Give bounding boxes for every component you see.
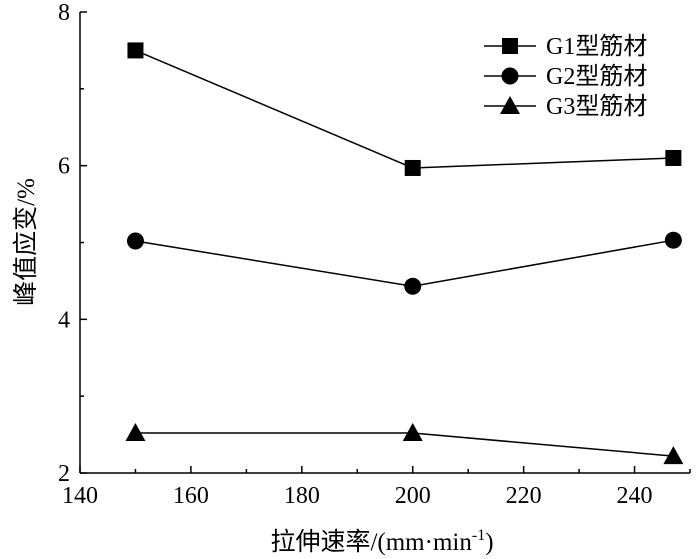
x-tick-label: 200 (395, 483, 431, 509)
data-point-circle (126, 232, 144, 250)
legend-marker-circle (501, 67, 519, 85)
legend-entry: G2型筋材 (484, 63, 647, 90)
legend: G1型筋材 G2型筋材 G3型筋材 (484, 33, 647, 120)
x-axis-title-end: ) (485, 529, 493, 556)
data-point-square (404, 159, 421, 176)
series-1 (127, 42, 682, 176)
legend-marker-square (502, 38, 518, 54)
x-tick-label: 160 (173, 483, 209, 509)
legend-label: G2型筋材 (546, 63, 647, 90)
x-tick-label: 180 (284, 483, 320, 509)
data-point-triangle (125, 423, 146, 442)
series-3 (125, 423, 684, 465)
series-2 (126, 231, 682, 295)
legend-marker-triangle (500, 96, 520, 114)
x-axis-title-main: 拉伸速率/(mm·min (270, 528, 472, 556)
x-axis-title-superscript: -1 (472, 527, 485, 544)
series-line (135, 432, 674, 457)
legend-entry: G1型筋材 (484, 33, 647, 60)
x-tick-label: 220 (506, 483, 542, 509)
data-point-circle (664, 231, 682, 249)
legend-label: G1型筋材 (546, 33, 647, 60)
legend-label: G3型筋材 (546, 93, 647, 120)
data-point-triangle (663, 446, 684, 465)
data-point-circle (404, 277, 422, 295)
data-point-square (665, 149, 682, 166)
series-line (135, 239, 674, 288)
axes: 140 160 180 200 220 240 2 4 6 8 (58, 0, 691, 509)
y-tick-label: 6 (58, 154, 70, 180)
x-tick-label: 140 (62, 483, 98, 509)
y-tick-label: 8 (58, 0, 70, 26)
y-axis-title: 峰值应变/% (12, 178, 40, 306)
y-tick-label: 2 (58, 461, 70, 487)
legend-entry: G3型筋材 (484, 93, 647, 120)
x-axis-title: 拉伸速率/(mm·min-1) (270, 527, 493, 556)
data-point-triangle (402, 423, 423, 442)
y-tick-label: 4 (58, 307, 70, 333)
series-layer (125, 42, 684, 465)
data-point-square (127, 42, 144, 59)
x-tick-label: 240 (617, 483, 653, 509)
